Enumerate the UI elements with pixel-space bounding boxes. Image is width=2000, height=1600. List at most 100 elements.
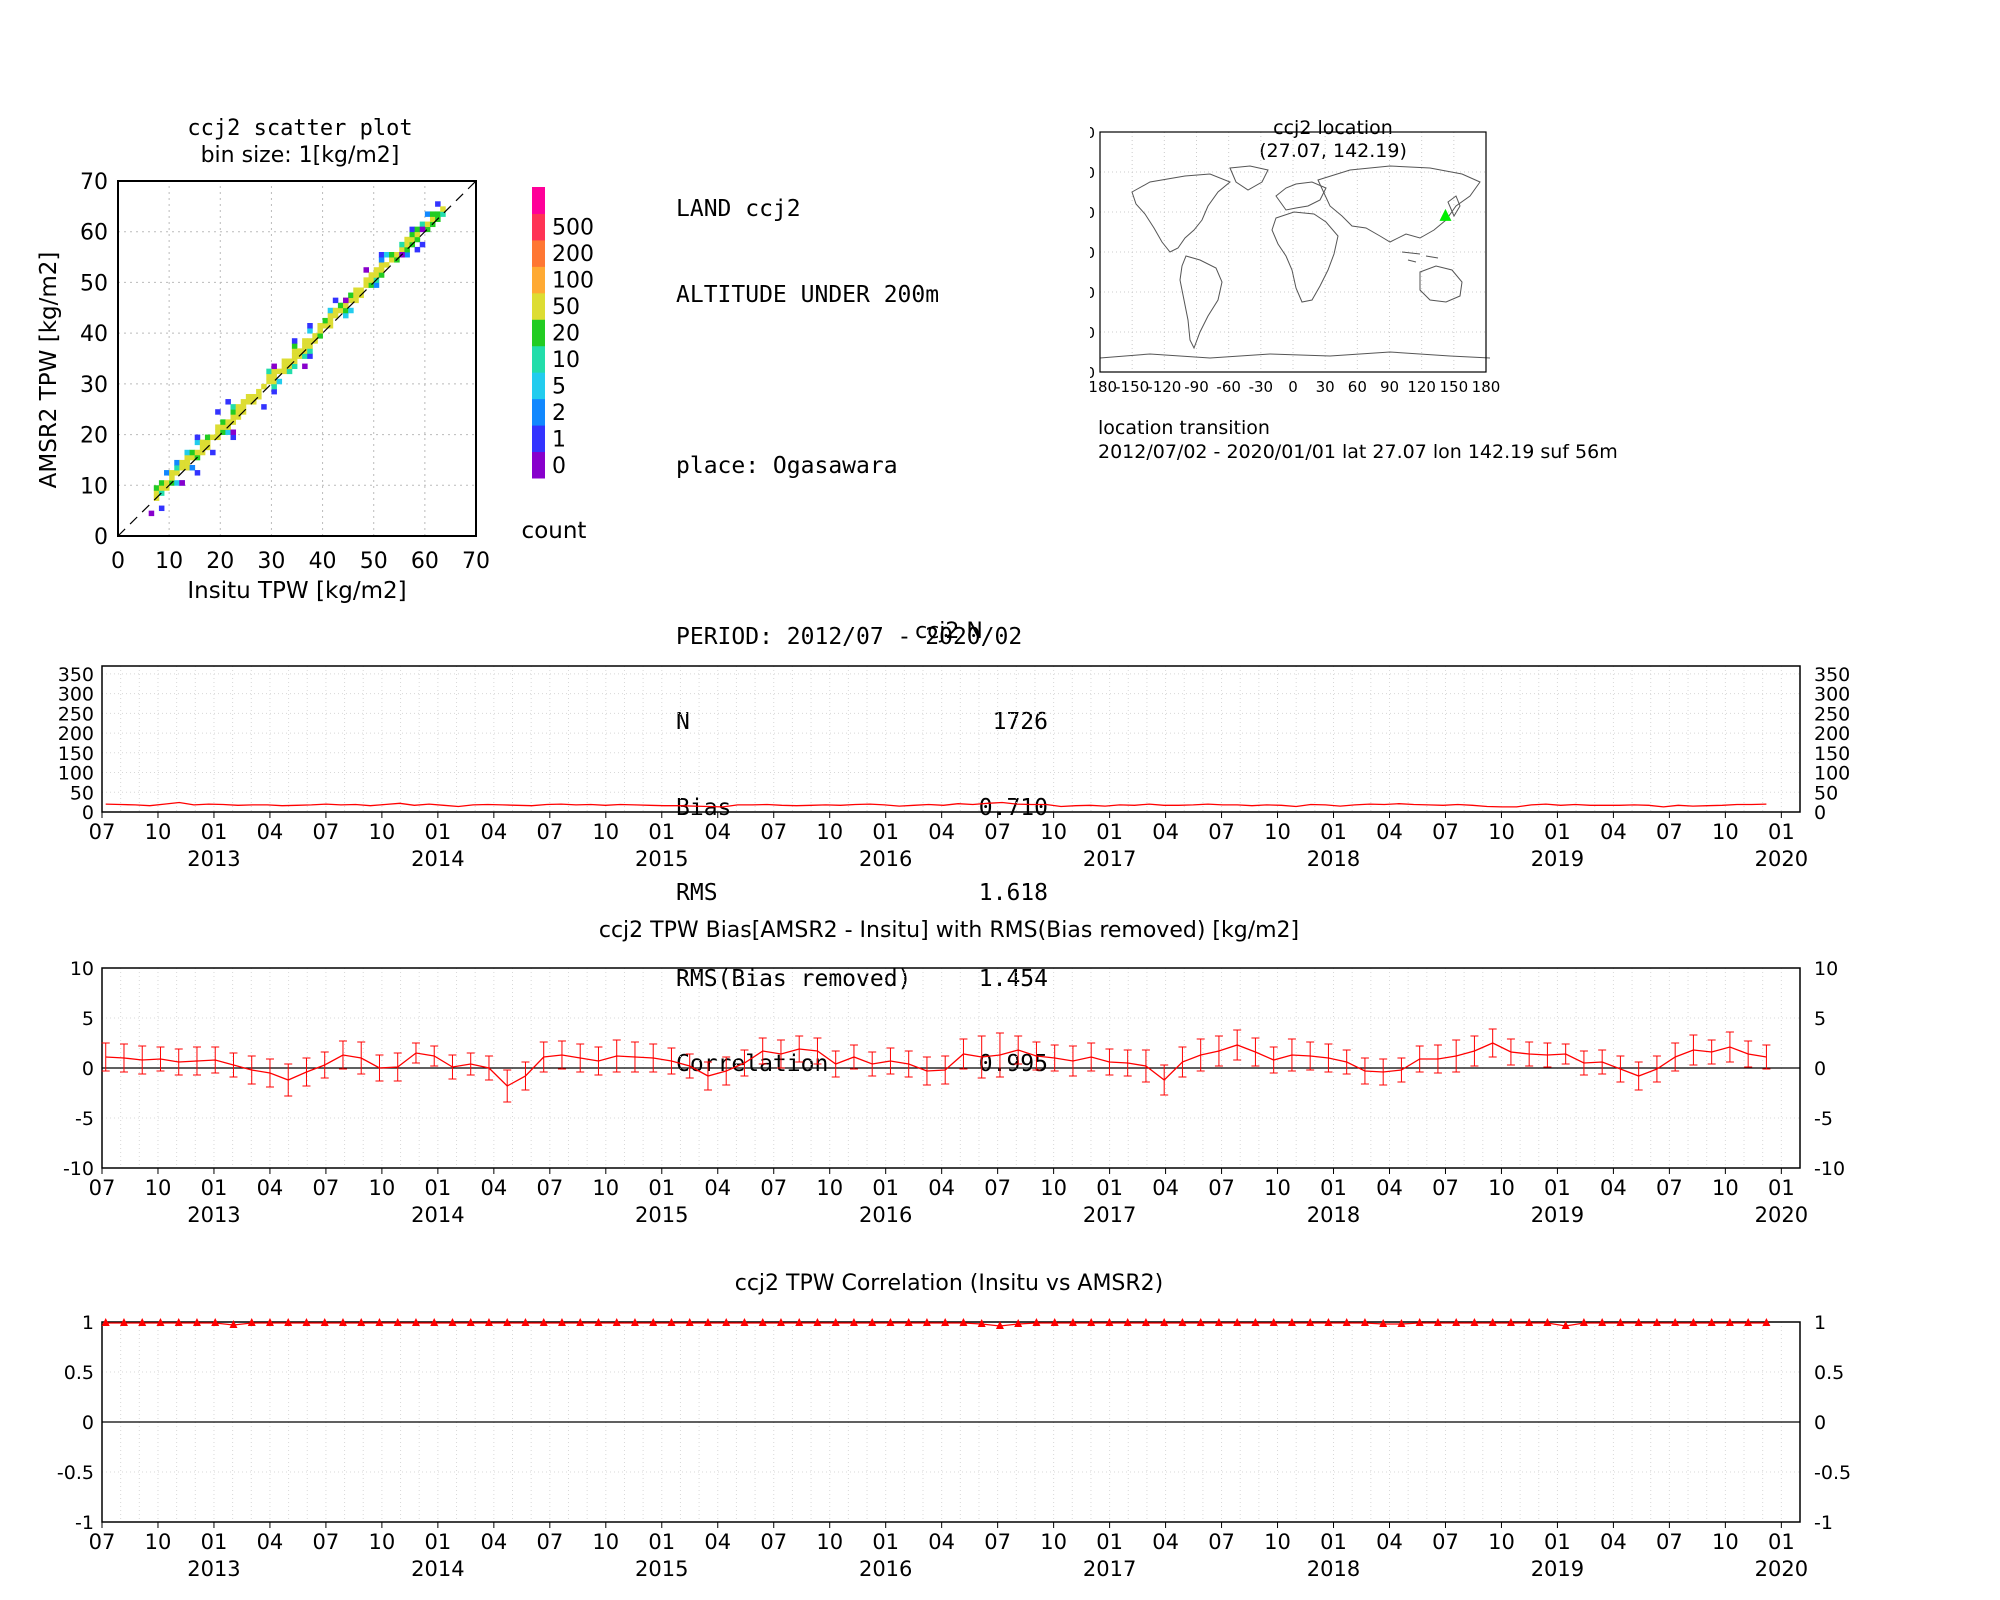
ts-month-label: 04 [928,1176,955,1200]
ts-point [1196,1318,1205,1326]
ts-year-label: 2016 [859,1557,912,1581]
ts-point [375,1318,384,1326]
ts-point [211,1318,220,1326]
scatter-cell [220,424,226,430]
ts-month-label: 04 [928,820,955,844]
ts-year-label: 2013 [187,1203,240,1227]
ts-month-label: 07 [1656,820,1683,844]
ts-frame [101,967,1801,1169]
ts-point [922,1318,931,1326]
scatter-cell [158,505,165,512]
scatter-xtick: 30 [257,549,285,574]
scatter-cell [204,439,211,446]
scatter-cell [348,307,354,314]
ts-month-label: 04 [928,1530,955,1554]
ts-point [1306,1318,1315,1326]
scatter-cell [215,429,221,435]
scatter-cell [302,353,308,359]
ts-year-label: 2013 [187,1557,240,1581]
ts-point [1561,1321,1570,1329]
scatter-cell [266,373,272,380]
ts-point [667,1318,676,1326]
ts-point [886,1318,895,1326]
scatter-cell [291,363,298,370]
ts-month-label: 04 [1600,1530,1627,1554]
ts-month-label: 01 [201,820,228,844]
ts-month-label: 10 [1488,1530,1515,1554]
scatter-cell [210,434,216,441]
map-ytick: 60 [1090,164,1095,182]
stats-panel: LAND ccj2 ALTITUDE UNDER 200m place: Oga… [676,138,1048,1107]
ts-point [1233,1318,1242,1326]
ts-point [795,1318,804,1326]
map-xtick: -60 [1216,378,1241,396]
ts-month-label: 10 [1040,820,1067,844]
ts-month-label: 07 [984,820,1011,844]
scatter-cell [169,470,175,476]
ts-month-label: 01 [425,820,452,844]
ts-point [630,1318,639,1326]
ts-year-label: 2018 [1307,1557,1360,1581]
scatter-xtick: 10 [155,549,183,574]
colorbar-segment [532,292,545,320]
scatter-cell [358,287,364,293]
scatter-cell [194,470,201,476]
scatter-cell [317,333,323,339]
ts-month-label: 10 [145,1176,172,1200]
ts-month-label: 04 [1152,1176,1179,1200]
scatter-ytick: 10 [80,474,108,499]
scatter-cell [291,338,298,344]
scatter-cell [261,383,267,390]
n-chart-title: ccj2 N [915,619,983,644]
scatter-cell [378,252,385,258]
scatter-cell [337,307,344,314]
scatter-cell [424,221,431,228]
ts-year-label: 2017 [1083,847,1136,871]
ts-point [1287,1318,1296,1326]
location-transition-title: location transition [1098,417,1270,439]
ts-point [1525,1318,1534,1326]
scatter-cell [225,399,231,405]
ts-ytick-left: 0 [82,1058,94,1080]
ts-ytick-right: 50 [1814,782,1838,804]
scatter-cell [378,257,385,263]
ts-month-label: 01 [1544,820,1571,844]
ts-year-label: 2014 [411,1203,464,1227]
ts-ytick-right: -0.5 [1814,1462,1851,1484]
ts-point [320,1318,329,1326]
ts-point [338,1318,347,1326]
ts-year-label: 2014 [411,847,464,871]
scatter-cell [404,246,410,253]
ts-ytick-left: 300 [58,684,94,706]
scatter-cell [414,236,421,243]
scatter-cells [148,201,446,517]
ts-point [1725,1318,1734,1326]
ts-year-label: 2020 [1755,847,1808,871]
colorbar-label: 50 [552,295,580,320]
ts-ytick-left: 100 [58,763,94,785]
ts-point [1050,1318,1059,1326]
scatter-cell [286,368,293,375]
ts-ytick-right: -10 [1814,1158,1845,1180]
ts-month-label: 10 [145,1530,172,1554]
ts-month-label: 01 [872,1530,899,1554]
scatter-cell [276,368,283,375]
scatter-cell [327,307,334,314]
scatter-cell [343,307,349,314]
correlation-chart-title: ccj2 TPW Correlation (Insitu vs AMSR2) [735,1271,1164,1296]
ts-month-label: 01 [1320,1176,1347,1200]
ts-point [448,1318,457,1326]
scatter-cell [322,317,329,324]
scatter-cell [184,459,190,466]
scatter-cell [199,449,206,456]
ts-ytick-right: 350 [1814,664,1850,686]
ts-month-label: 01 [648,820,675,844]
scatter-cell [184,449,190,456]
ts-point [849,1318,858,1326]
ts-month-label: 04 [1376,1176,1403,1200]
scatter-cell [419,226,426,233]
scatter-cell [368,272,375,278]
scatter-cell [184,465,190,471]
scatter-cell [343,312,349,319]
ts-ytick-left: 200 [58,723,94,745]
